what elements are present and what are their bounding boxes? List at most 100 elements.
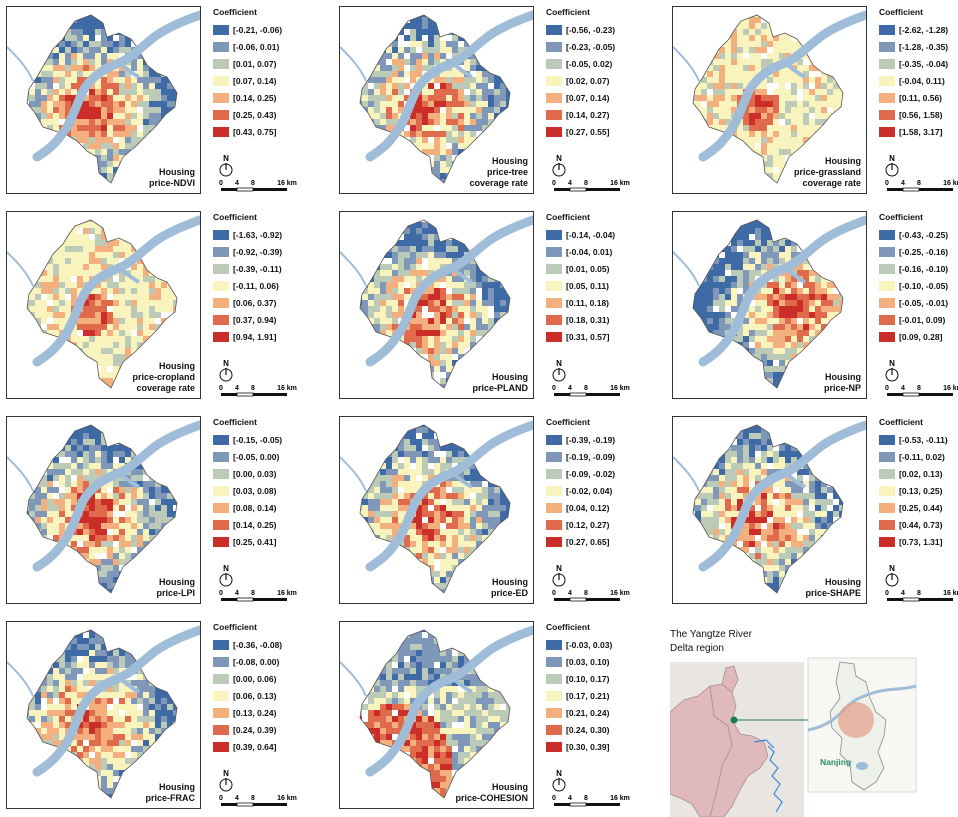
grid-cell <box>41 378 47 384</box>
grid-cell <box>452 131 458 137</box>
grid-cell <box>737 83 743 89</box>
grid-cell <box>845 131 851 137</box>
grid-cell <box>368 366 374 372</box>
grid-cell <box>113 149 119 155</box>
grid-cell <box>713 41 719 47</box>
grid-cell <box>113 390 119 396</box>
grid-cell <box>731 264 737 270</box>
grid-cell <box>506 143 510 149</box>
grid-cell <box>440 17 446 23</box>
grid-cell <box>458 330 464 336</box>
grid-cell <box>137 288 143 294</box>
legend-swatch <box>879 127 895 137</box>
grid-cell <box>815 366 821 372</box>
grid-cell <box>494 101 500 107</box>
grid-cell <box>113 451 119 457</box>
grid-cell <box>83 330 89 336</box>
grid-cell <box>743 185 749 191</box>
grid-cell <box>713 234 719 240</box>
grid-cell <box>779 47 785 53</box>
grid-cell <box>815 15 821 17</box>
grid-cell <box>767 318 773 324</box>
grid-cell <box>707 17 713 23</box>
grid-cell <box>404 390 410 396</box>
grid-cell <box>791 107 797 113</box>
grid-cell <box>374 185 380 191</box>
grid-cell <box>827 41 833 47</box>
grid-cell <box>47 220 53 222</box>
grid-cell <box>488 294 494 300</box>
grid-cell <box>362 59 368 65</box>
grid-cell <box>386 29 392 35</box>
grid-cell <box>65 312 71 318</box>
grid-cell <box>512 282 518 288</box>
grid-cell <box>743 47 749 53</box>
grid-cell <box>749 324 755 330</box>
legend-item: [0.09, 0.28] <box>879 331 958 343</box>
grid-cell <box>410 53 416 59</box>
grid-cell <box>83 312 89 318</box>
grid-cell <box>392 228 398 234</box>
grid-cell <box>500 137 506 143</box>
grid-cell <box>179 101 185 107</box>
legend-range: [0.07, 0.14) <box>233 76 277 86</box>
grid-cell <box>392 252 398 258</box>
grid-cell <box>89 246 95 252</box>
grid-cell <box>458 220 464 222</box>
grid-cell <box>713 119 719 125</box>
grid-cell <box>27 439 29 445</box>
grid-cell <box>380 71 386 77</box>
grid-cell <box>440 95 446 101</box>
grid-cell <box>500 89 506 95</box>
grid-cell <box>422 318 428 324</box>
grid-cell <box>179 53 185 59</box>
grid-cell <box>113 125 119 131</box>
grid-cell <box>821 41 827 47</box>
grid-cell <box>695 23 701 29</box>
grid-cell <box>791 143 797 149</box>
grid-cell <box>29 89 35 95</box>
grid-cell <box>149 312 155 318</box>
grid-cell <box>737 276 743 282</box>
grid-cell <box>35 222 41 228</box>
grid-cell <box>785 53 791 59</box>
grid-cell <box>410 318 416 324</box>
grid-cell <box>392 276 398 282</box>
grid-cell <box>500 360 506 366</box>
grid-cell <box>803 53 809 59</box>
grid-cell <box>785 173 791 179</box>
grid-cell <box>77 324 83 330</box>
grid-cell <box>779 300 785 306</box>
grid-cell <box>791 17 797 23</box>
grid-cell <box>101 119 107 125</box>
grid-cell <box>494 53 500 59</box>
legend-swatch <box>546 264 562 274</box>
grid-cell <box>27 342 29 348</box>
grid-cell <box>392 113 398 119</box>
map-frame: Housing price-LPI <box>6 416 201 604</box>
scale-bar-seg-3 <box>586 188 620 191</box>
grid-cell <box>791 95 797 101</box>
grid-cell <box>398 384 404 388</box>
grid-cell <box>791 318 797 324</box>
grid-cell <box>29 143 35 149</box>
grid-cell <box>360 336 362 342</box>
grid-cell <box>422 23 428 29</box>
grid-cell <box>452 222 458 228</box>
grid-cell <box>53 65 59 71</box>
grid-cell <box>701 252 707 258</box>
grid-cell <box>464 330 470 336</box>
grid-cell <box>53 300 59 306</box>
grid-cell <box>707 276 713 282</box>
grid-cell <box>821 264 827 270</box>
grid-cell <box>440 336 446 342</box>
grid-cell <box>53 372 59 378</box>
grid-cell <box>65 366 71 372</box>
grid-cell <box>416 270 422 276</box>
grid-cell <box>143 113 149 119</box>
north-label: N <box>889 154 895 163</box>
grid-cell <box>701 35 707 41</box>
grid-cell <box>815 354 821 360</box>
